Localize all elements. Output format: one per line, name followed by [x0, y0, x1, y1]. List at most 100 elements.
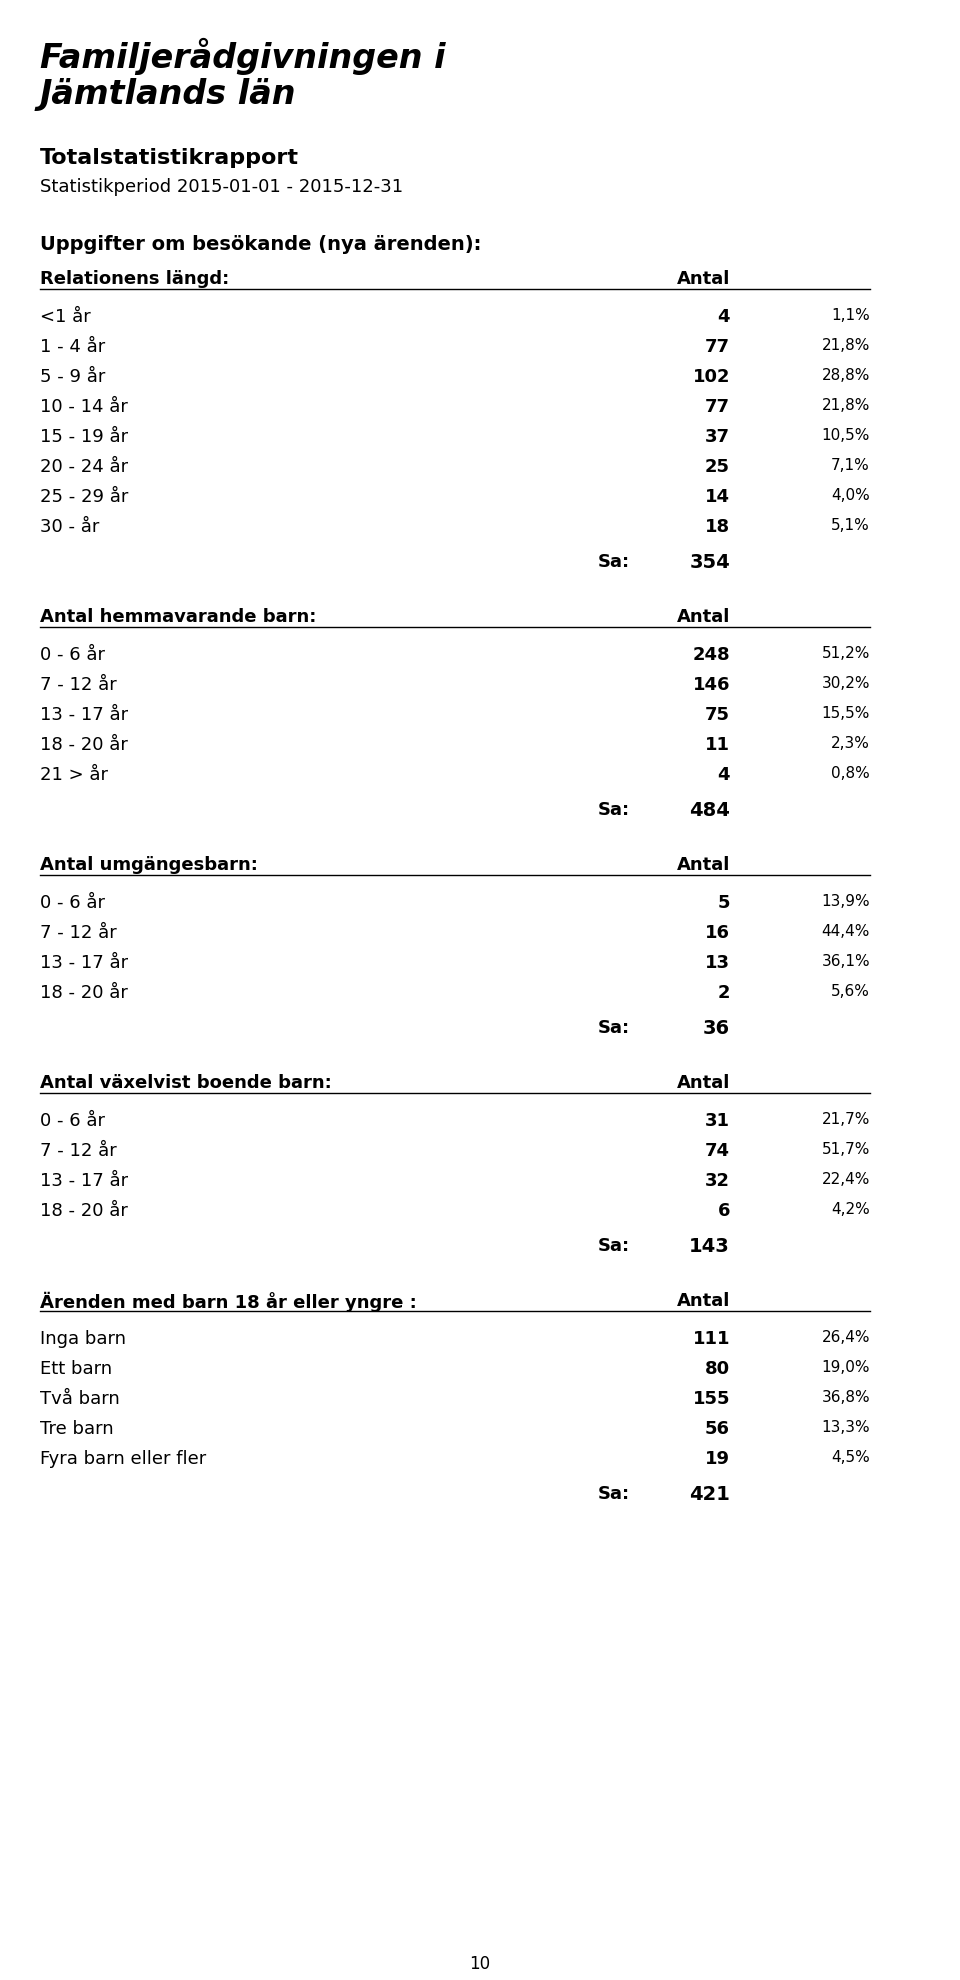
Text: Två barn: Två barn: [40, 1390, 120, 1408]
Text: 16: 16: [705, 923, 730, 942]
Text: Antal: Antal: [677, 608, 730, 626]
Text: 7,1%: 7,1%: [831, 457, 870, 473]
Text: 19,0%: 19,0%: [822, 1360, 870, 1374]
Text: 51,7%: 51,7%: [822, 1140, 870, 1156]
Text: 20 - 24 år: 20 - 24 år: [40, 457, 128, 475]
Text: 80: 80: [705, 1360, 730, 1378]
Text: 36: 36: [703, 1018, 730, 1038]
Text: 155: 155: [692, 1390, 730, 1408]
Text: 21,7%: 21,7%: [822, 1111, 870, 1127]
Text: 36,8%: 36,8%: [822, 1390, 870, 1404]
Text: 13 - 17 år: 13 - 17 år: [40, 1172, 128, 1190]
Text: Fyra barn eller fler: Fyra barn eller fler: [40, 1449, 206, 1467]
Text: 77: 77: [705, 398, 730, 416]
Text: Sa:: Sa:: [598, 552, 630, 570]
Text: 146: 146: [692, 675, 730, 693]
Text: 5: 5: [717, 893, 730, 911]
Text: 111: 111: [692, 1329, 730, 1346]
Text: 484: 484: [689, 800, 730, 820]
Text: Antal hemmavarande barn:: Antal hemmavarande barn:: [40, 608, 317, 626]
Text: 74: 74: [705, 1140, 730, 1160]
Text: 14: 14: [705, 487, 730, 505]
Text: Inga barn: Inga barn: [40, 1329, 126, 1346]
Text: Antal: Antal: [677, 269, 730, 287]
Text: 25 - 29 år: 25 - 29 år: [40, 487, 129, 505]
Text: 13,9%: 13,9%: [822, 893, 870, 909]
Text: 18: 18: [705, 517, 730, 537]
Text: Antal: Antal: [677, 1073, 730, 1091]
Text: 5 - 9 år: 5 - 9 år: [40, 368, 106, 386]
Text: 75: 75: [705, 705, 730, 723]
Text: 4,0%: 4,0%: [831, 487, 870, 503]
Text: 1 - 4 år: 1 - 4 år: [40, 339, 106, 356]
Text: 30 - år: 30 - år: [40, 517, 100, 537]
Text: 22,4%: 22,4%: [822, 1172, 870, 1186]
Text: 0,8%: 0,8%: [831, 766, 870, 780]
Text: 4: 4: [717, 766, 730, 784]
Text: 44,4%: 44,4%: [822, 923, 870, 939]
Text: 1,1%: 1,1%: [831, 307, 870, 323]
Text: 0 - 6 år: 0 - 6 år: [40, 645, 105, 663]
Text: Familjerådgivningen i: Familjerådgivningen i: [40, 38, 445, 75]
Text: 28,8%: 28,8%: [822, 368, 870, 382]
Text: 19: 19: [705, 1449, 730, 1467]
Text: Antal: Antal: [677, 855, 730, 873]
Text: 32: 32: [705, 1172, 730, 1190]
Text: 21 > år: 21 > år: [40, 766, 108, 784]
Text: Ärenden med barn 18 år eller yngre :: Ärenden med barn 18 år eller yngre :: [40, 1291, 417, 1311]
Text: 15,5%: 15,5%: [822, 705, 870, 721]
Text: Tre barn: Tre barn: [40, 1420, 113, 1437]
Text: Ett barn: Ett barn: [40, 1360, 112, 1378]
Text: 26,4%: 26,4%: [822, 1329, 870, 1344]
Text: 36,1%: 36,1%: [822, 954, 870, 968]
Text: 0 - 6 år: 0 - 6 år: [40, 893, 105, 911]
Text: 248: 248: [692, 645, 730, 663]
Text: 13 - 17 år: 13 - 17 år: [40, 705, 128, 723]
Text: 37: 37: [705, 428, 730, 446]
Text: 56: 56: [705, 1420, 730, 1437]
Text: 7 - 12 år: 7 - 12 år: [40, 1140, 117, 1160]
Text: 7 - 12 år: 7 - 12 år: [40, 923, 117, 942]
Text: Sa:: Sa:: [598, 1236, 630, 1255]
Text: 18 - 20 år: 18 - 20 år: [40, 737, 128, 754]
Text: 18 - 20 år: 18 - 20 år: [40, 1202, 128, 1220]
Text: Relationens längd:: Relationens längd:: [40, 269, 229, 287]
Text: Uppgifter om besökande (nya ärenden):: Uppgifter om besökande (nya ärenden):: [40, 236, 481, 253]
Text: Sa:: Sa:: [598, 800, 630, 818]
Text: Totalstatistikrapport: Totalstatistikrapport: [40, 148, 299, 168]
Text: 11: 11: [705, 737, 730, 754]
Text: 51,2%: 51,2%: [822, 645, 870, 661]
Text: <1 år: <1 år: [40, 307, 91, 327]
Text: 354: 354: [689, 552, 730, 572]
Text: 13 - 17 år: 13 - 17 år: [40, 954, 128, 972]
Text: 143: 143: [689, 1236, 730, 1255]
Text: 10,5%: 10,5%: [822, 428, 870, 444]
Text: 21,8%: 21,8%: [822, 339, 870, 352]
Text: 4: 4: [717, 307, 730, 327]
Text: Antal: Antal: [677, 1291, 730, 1309]
Text: Antal umgängesbarn:: Antal umgängesbarn:: [40, 855, 258, 873]
Text: 2,3%: 2,3%: [831, 737, 870, 750]
Text: Sa:: Sa:: [598, 1485, 630, 1503]
Text: 0 - 6 år: 0 - 6 år: [40, 1111, 105, 1129]
Text: 18 - 20 år: 18 - 20 år: [40, 984, 128, 1002]
Text: 4,5%: 4,5%: [831, 1449, 870, 1465]
Text: 31: 31: [705, 1111, 730, 1129]
Text: Jämtlands län: Jämtlands län: [40, 77, 297, 111]
Text: 421: 421: [689, 1485, 730, 1503]
Text: 21,8%: 21,8%: [822, 398, 870, 412]
Text: 5,1%: 5,1%: [831, 517, 870, 533]
Text: Sa:: Sa:: [598, 1018, 630, 1036]
Text: 2: 2: [717, 984, 730, 1002]
Text: 4,2%: 4,2%: [831, 1202, 870, 1216]
Text: 6: 6: [717, 1202, 730, 1220]
Text: 25: 25: [705, 457, 730, 475]
Text: 7 - 12 år: 7 - 12 år: [40, 675, 117, 693]
Text: 13,3%: 13,3%: [822, 1420, 870, 1434]
Text: 5,6%: 5,6%: [831, 984, 870, 998]
Text: 10: 10: [469, 1954, 491, 1972]
Text: 10 - 14 år: 10 - 14 år: [40, 398, 128, 416]
Text: 13: 13: [705, 954, 730, 972]
Text: 30,2%: 30,2%: [822, 675, 870, 691]
Text: 15 - 19 år: 15 - 19 år: [40, 428, 128, 446]
